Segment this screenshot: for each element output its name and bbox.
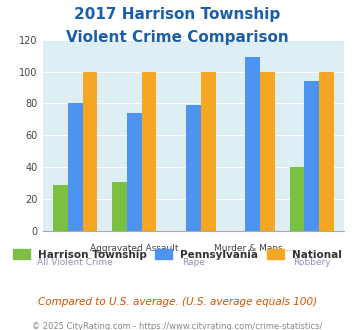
Bar: [201, 72, 216, 231]
Text: Violent Crime Comparison: Violent Crime Comparison: [66, 30, 289, 45]
Text: © 2025 CityRating.com - https://www.cityrating.com/crime-statistics/: © 2025 CityRating.com - https://www.city…: [32, 322, 323, 330]
Text: Murder & Mans...: Murder & Mans...: [214, 245, 291, 253]
Bar: [127, 113, 142, 231]
Bar: [245, 57, 260, 231]
Text: Aggravated Assault: Aggravated Assault: [90, 245, 179, 253]
Bar: [290, 167, 305, 231]
Bar: [304, 81, 319, 231]
Bar: [68, 103, 83, 231]
Text: 2017 Harrison Township: 2017 Harrison Township: [75, 7, 280, 21]
Bar: [319, 72, 334, 231]
Bar: [53, 185, 68, 231]
Text: Compared to U.S. average. (U.S. average equals 100): Compared to U.S. average. (U.S. average …: [38, 297, 317, 307]
Legend: Harrison Township, Pennsylvania, National: Harrison Township, Pennsylvania, Nationa…: [9, 245, 346, 264]
Text: Robbery: Robbery: [293, 258, 331, 267]
Bar: [142, 72, 157, 231]
Bar: [260, 72, 275, 231]
Text: Rape: Rape: [182, 258, 205, 267]
Bar: [186, 105, 201, 231]
Bar: [112, 182, 127, 231]
Bar: [82, 72, 97, 231]
Text: All Violent Crime: All Violent Crime: [37, 258, 113, 267]
